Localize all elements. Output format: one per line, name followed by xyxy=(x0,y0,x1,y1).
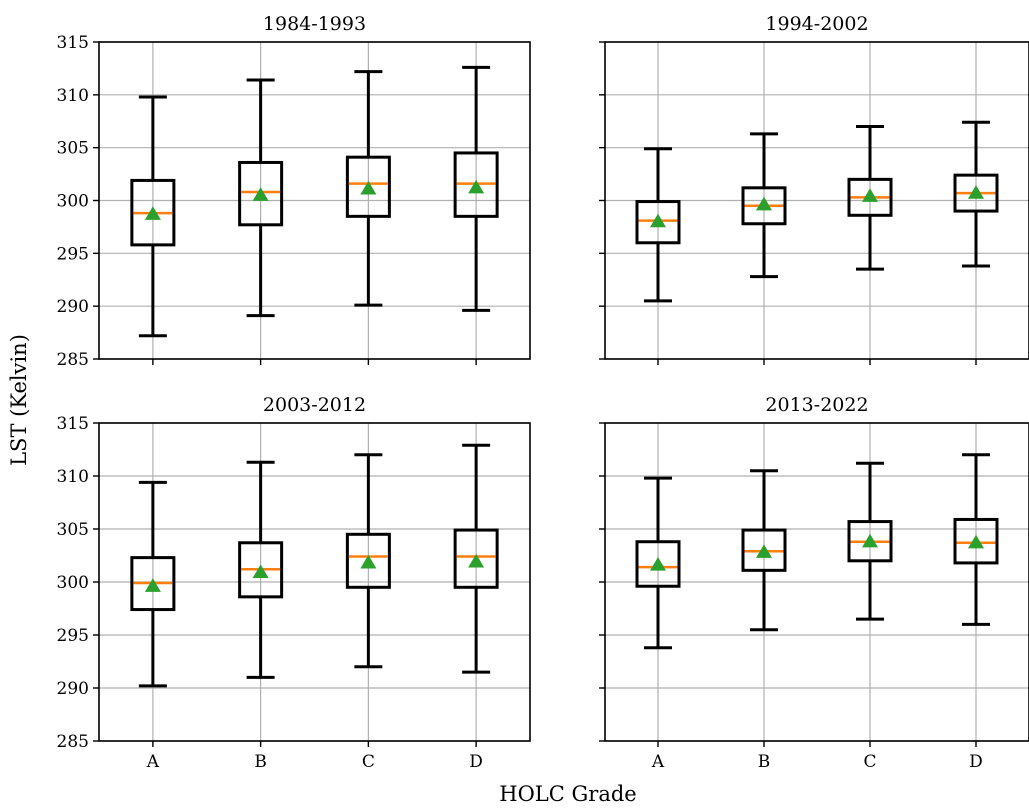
mean-marker xyxy=(650,213,666,228)
x-tick-label: C xyxy=(362,752,375,772)
box-iqr xyxy=(635,540,681,588)
mean-marker xyxy=(968,185,984,199)
box-A xyxy=(635,147,681,303)
mean-marker xyxy=(252,564,269,579)
y-tick-label: 285 xyxy=(57,350,89,370)
box-iqr xyxy=(345,532,391,589)
panel-title: 1994-2002 xyxy=(765,13,868,35)
box-A xyxy=(130,480,176,688)
mean-marker xyxy=(756,544,772,558)
box-B xyxy=(741,132,787,279)
y-tick-label: 315 xyxy=(57,414,89,434)
x-tick-label: D xyxy=(469,752,483,772)
box-A xyxy=(635,476,681,650)
box-C xyxy=(345,453,391,669)
mean-marker xyxy=(144,206,161,220)
mean-marker xyxy=(360,180,377,195)
x-tick-label: A xyxy=(651,752,665,772)
y-tick-label: 295 xyxy=(57,626,89,646)
panel-3: 285 290 295 300 305 310 315 A B C D 2003-2012 xyxy=(57,394,531,772)
x-tick-label: A xyxy=(146,752,160,772)
box-iqr xyxy=(345,155,391,218)
mean-marker xyxy=(468,179,485,194)
x-tick-label: B xyxy=(758,752,771,772)
box-C xyxy=(847,125,893,271)
box-iqr xyxy=(238,160,284,227)
box-iqr xyxy=(953,517,999,565)
box-A xyxy=(130,95,176,338)
box-iqr xyxy=(741,186,787,226)
mean-marker xyxy=(360,554,377,569)
box-iqr xyxy=(453,528,499,589)
y-tick-label: 300 xyxy=(57,573,89,593)
box-B xyxy=(741,469,787,632)
y-tick-label: 285 xyxy=(57,732,89,752)
box-B xyxy=(238,460,284,679)
y-tick-label: 290 xyxy=(57,297,89,317)
box-iqr xyxy=(847,177,893,217)
panel-4: A B C D 2013-2022 xyxy=(599,394,1029,772)
panel-2: 1994-2002 xyxy=(599,13,1029,365)
box-iqr xyxy=(953,173,999,213)
mean-marker xyxy=(862,533,878,548)
box-D xyxy=(953,453,999,626)
y-axis-label: LST (Kelvin) xyxy=(7,334,31,466)
box-iqr xyxy=(130,556,176,612)
box-B xyxy=(238,78,284,318)
y-tick-label: 300 xyxy=(57,192,89,212)
y-tick-label: 305 xyxy=(57,520,89,540)
panel-title: 2003-2012 xyxy=(263,394,366,416)
box-D xyxy=(453,65,499,312)
y-tick-label: 295 xyxy=(57,244,89,264)
panel-1: 285 290 295 300 305 310 315 1984-1993 xyxy=(57,13,531,370)
x-tick-label: B xyxy=(254,752,267,772)
panel-title: 2013-2022 xyxy=(765,394,868,416)
mean-marker xyxy=(650,557,666,571)
box-iqr xyxy=(741,528,787,572)
y-tick-label: 310 xyxy=(57,467,89,487)
box-iqr xyxy=(130,178,176,247)
mean-marker xyxy=(862,188,878,202)
y-tick-label: 305 xyxy=(57,139,89,159)
box-iqr xyxy=(238,541,284,599)
x-tick-label: C xyxy=(863,752,876,772)
box-iqr xyxy=(847,520,893,563)
panels: 285 290 295 300 305 310 315 1984-1993 1994-2002 2… xyxy=(57,13,1029,772)
mean-marker xyxy=(144,578,161,592)
mean-marker xyxy=(468,553,485,568)
box-iqr xyxy=(635,200,681,245)
box-D xyxy=(453,443,499,674)
mean-marker xyxy=(968,534,984,549)
y-tick-label: 290 xyxy=(57,679,89,699)
box-iqr xyxy=(453,151,499,218)
panel-title: 1984-1993 xyxy=(263,13,366,35)
mean-marker xyxy=(252,187,269,201)
box-C xyxy=(847,461,893,621)
y-tick-label: 310 xyxy=(57,86,89,106)
x-tick-label: D xyxy=(969,752,983,772)
box-D xyxy=(953,120,999,268)
box-C xyxy=(345,70,391,307)
x-axis-label: HOLC Grade xyxy=(499,782,636,806)
mean-marker xyxy=(756,196,772,211)
y-tick-label: 315 xyxy=(57,33,89,53)
